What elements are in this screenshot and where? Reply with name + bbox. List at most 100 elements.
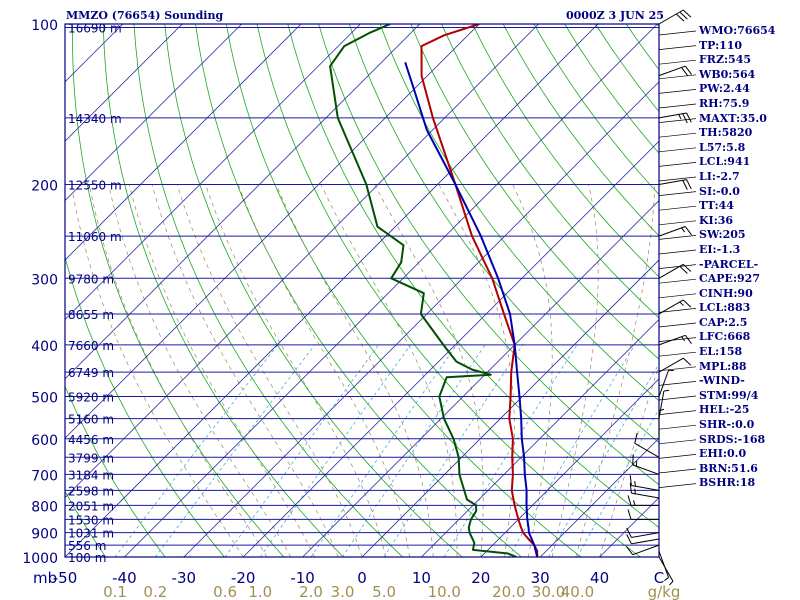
isotherm-line bbox=[65, 24, 599, 557]
wind-barb-flag bbox=[682, 113, 688, 124]
index-connector-line bbox=[658, 337, 697, 342]
height-label: 4456 m bbox=[68, 433, 114, 447]
wind-barb-shaft bbox=[658, 357, 684, 373]
index-connector-line bbox=[658, 205, 697, 211]
temperature-tick-label: -10 bbox=[290, 569, 315, 587]
stability-index-item: EHI:0.0 bbox=[699, 447, 747, 461]
wind-barb-shaft bbox=[658, 9, 684, 25]
index-connector-line bbox=[658, 468, 697, 474]
isotherm-line bbox=[539, 437, 659, 557]
index-connector-line bbox=[658, 293, 697, 299]
temperature-tick-label: -50 bbox=[53, 569, 78, 587]
stability-index-item: BRN:51.6 bbox=[699, 461, 758, 475]
wind-barb-flag bbox=[682, 9, 692, 18]
moist-adiabat-line bbox=[151, 184, 339, 557]
pressure-tick-label: 500 bbox=[31, 391, 58, 407]
wind-barb-flag bbox=[626, 527, 632, 538]
wind-barb-flag bbox=[629, 482, 632, 494]
moist-adiabat-line bbox=[129, 184, 315, 557]
pressure-tick-label: 1000 bbox=[22, 551, 58, 567]
isotherm-line bbox=[183, 81, 659, 557]
isotherm-line bbox=[65, 24, 421, 380]
isotherm-line bbox=[0, 24, 4, 557]
wind-barb-flag bbox=[686, 112, 692, 123]
index-connector-line bbox=[658, 439, 697, 445]
stability-index-item: TP:110 bbox=[699, 38, 743, 52]
wind-barb-flag bbox=[627, 495, 632, 506]
mixing-ratio-line bbox=[310, 344, 457, 557]
index-connector-line bbox=[658, 59, 697, 65]
height-label: 556 m bbox=[68, 539, 106, 553]
stability-index-item: EI:-1.3 bbox=[699, 242, 741, 256]
moist-adiabat-line bbox=[374, 184, 484, 557]
station-title: MMZO (76654) Sounding bbox=[66, 9, 224, 22]
stability-index-item: MPL:88 bbox=[699, 359, 747, 373]
wind-barb-flag bbox=[675, 13, 685, 22]
temperature-tick-label: 40 bbox=[590, 569, 609, 587]
mixing-ratio-label: 0.1 bbox=[103, 583, 127, 600]
mixing-ratio-line bbox=[577, 408, 659, 557]
index-connector-line bbox=[658, 424, 697, 430]
pressure-tick-label: 900 bbox=[31, 527, 58, 543]
index-connector-line bbox=[658, 308, 697, 313]
height-label: 2051 m bbox=[68, 499, 114, 513]
mixing-ratio-label: 0.2 bbox=[143, 583, 167, 600]
wind-barb-shaft bbox=[658, 65, 686, 77]
wind-barb-shaft bbox=[631, 485, 660, 491]
mixing-ratio-label: 10.0 bbox=[428, 583, 461, 600]
wind-barb-shaft bbox=[658, 226, 686, 237]
isotherm-line bbox=[302, 200, 659, 557]
wind-barb-flag bbox=[679, 265, 688, 274]
wind-barb-flag bbox=[684, 65, 692, 75]
index-connector-line bbox=[658, 249, 697, 255]
wind-barb-flag bbox=[682, 180, 688, 190]
stability-index-item: WB0:564 bbox=[699, 67, 756, 81]
wind-barb-half-flag bbox=[634, 480, 636, 487]
stability-index-item: FRZ:545 bbox=[699, 53, 752, 67]
isotherm-line bbox=[361, 259, 659, 557]
wind-barb-flag bbox=[686, 179, 692, 190]
wind-barb-flag bbox=[684, 226, 692, 236]
stability-index-item: TT:44 bbox=[699, 199, 734, 213]
index-connector-line bbox=[658, 162, 697, 167]
moist-adiabat-line bbox=[176, 184, 363, 557]
height-label: 8655 m bbox=[68, 308, 114, 322]
moist-adiabat-line bbox=[438, 184, 515, 557]
wind-barb-shaft bbox=[634, 442, 660, 458]
wind-barb-half-flag bbox=[678, 114, 682, 120]
wind-barb-shaft bbox=[658, 370, 670, 397]
isotherm-line bbox=[421, 318, 659, 557]
index-connector-line bbox=[658, 89, 697, 94]
wind-barb-shaft bbox=[632, 544, 660, 556]
mixing-ratio-label: 20.0 bbox=[492, 583, 525, 600]
dry-adiabat-line bbox=[102, 24, 344, 557]
isotherm-line bbox=[65, 24, 242, 202]
index-connector-line bbox=[658, 74, 697, 80]
isotherm-line bbox=[480, 378, 659, 557]
temperature-tick-label: 0 bbox=[357, 569, 367, 587]
stability-index-item: SRDS:-168 bbox=[699, 432, 766, 446]
temperature-tick-label: -40 bbox=[112, 569, 137, 587]
height-label: 16690 m bbox=[68, 21, 122, 35]
isotherm-line bbox=[65, 24, 361, 320]
stability-index-item: RH:75.9 bbox=[699, 96, 750, 110]
temperature-tick-label: 20 bbox=[471, 569, 490, 587]
stability-index-item: BSHR:18 bbox=[699, 476, 756, 490]
index-connector-line bbox=[658, 395, 697, 401]
isotherm-line bbox=[65, 24, 539, 499]
index-connector-line bbox=[658, 366, 697, 372]
mixing-ratio-line bbox=[259, 344, 411, 557]
mixing-ratio-label: 2.0 bbox=[299, 583, 323, 600]
height-label: 12550 m bbox=[68, 178, 122, 192]
pressure-unit-label: mb bbox=[33, 569, 57, 587]
mixing-ratio-label: 3.0 bbox=[331, 583, 355, 600]
index-connector-line bbox=[658, 103, 697, 109]
valid-time: 0000Z 3 JUN 25 bbox=[566, 9, 664, 22]
dry-adiabat-line bbox=[780, 24, 800, 557]
index-connector-line bbox=[658, 454, 697, 459]
index-connector-line bbox=[658, 147, 697, 153]
index-connector-line bbox=[658, 381, 697, 386]
stability-index-item: CINH:90 bbox=[699, 286, 753, 300]
index-connector-line bbox=[658, 410, 697, 415]
